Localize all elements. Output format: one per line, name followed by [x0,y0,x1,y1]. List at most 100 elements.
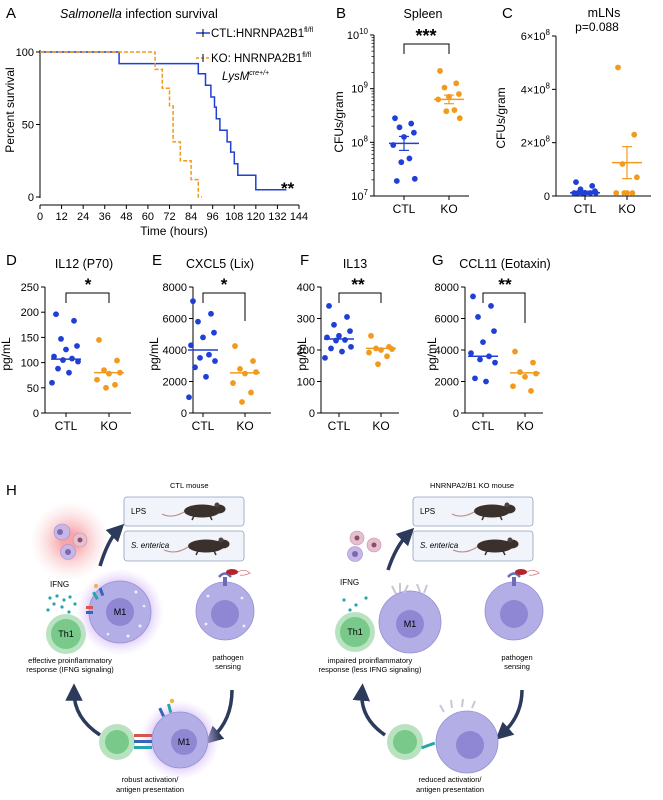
ccl11-title: CCL11 (Eotaxin) [459,257,550,271]
data-point-ctl [406,155,413,162]
ko-lps-box [412,496,534,527]
arrow-cycle-left-icon [352,683,387,737]
ctl-caption-right-1: pathogen [212,653,243,662]
y-tick-label: 109 [351,81,368,96]
tlr-receptor-icon [218,572,232,586]
data-point-ctl [331,321,337,328]
ctl-title: CTL mouse [170,481,209,490]
data-point-ko [517,369,523,375]
data-point-ctl [336,332,342,339]
y-tick-label: 8000 [435,282,459,294]
cxcl5-points [186,298,260,405]
x-tick-label: 12 [55,211,67,223]
data-point-ctl [75,358,81,365]
ctl-caption-bottom-2: antigen presentation [116,785,184,794]
data-point-ko [242,370,248,377]
panel-label-c: C [502,5,513,22]
y-tick-label: 150 [21,332,39,344]
y-tick-label: 100 [297,377,315,389]
data-point-ko [451,107,458,114]
spleen-points [389,68,464,184]
y-tick-exp: 7 [364,188,369,197]
data-point-ko [615,64,621,71]
ctl-lps-box [123,496,245,527]
y-tick-label: 108 [351,134,368,149]
data-point-ctl [60,357,66,363]
data-point-ctl [212,358,218,364]
y-tick-label: 2×108 [521,135,551,150]
th1-nucleus-icon [105,730,129,754]
y-tick-label: 8000 [163,282,187,294]
data-point-ko [437,68,443,74]
th1-nucleus-icon [340,617,370,647]
y-tick-base: 10 [351,137,363,149]
data-point-ctl [74,343,80,349]
data-point-ctl [322,354,328,361]
y-tick-label: 400 [297,282,315,294]
data-point-ctl [573,179,579,186]
x-tick-label: 132 [268,211,286,223]
immune-cells-icon [53,523,88,560]
x-tick-label: CTL [55,419,78,433]
data-point-ctl [55,365,61,372]
y-tick-label: 0 [181,408,187,420]
arrow-cycle-right-icon [495,689,524,740]
data-point-ko [384,353,390,360]
data-point-ko [634,174,640,181]
legend-ko-cre: cre+/+ [249,70,269,77]
y-tick-base: 10 [351,84,363,96]
survival-curve-ctl [40,51,287,191]
data-point-ko [248,389,254,396]
survival-y-label: Percent survival [3,67,17,152]
data-point-ko [250,358,256,364]
survival-legend: CTL:HNRNPA2B1fl/fl KO: HNRNPA2B1fl/fl Ly… [196,27,313,83]
il12-axes: 0 50 100 150 200 250 CTL KO [21,282,131,433]
data-point-ko [101,367,107,374]
data-point-ctl [480,339,486,346]
x-tick-label: CTL [574,202,597,216]
y-tick-label: 50 [22,120,34,132]
ctl-caption-bottom-1: robust activation/ [122,775,180,784]
x-tick-label: KO [372,419,389,433]
il13-points [322,303,396,368]
data-point-ctl [200,334,206,341]
macrophage-nucleus-icon [456,731,484,759]
survival-axes: 0 12 24 36 48 60 72 84 96 108 120 132 144 0 50 100 [16,47,309,223]
surface-marker-icon [204,594,246,628]
y-tick-label: 2000 [163,377,187,389]
y-tick-label: 6000 [435,314,459,326]
panel-label-a: A [6,5,16,22]
ccl11-points [468,293,540,394]
arrow-up-icon [98,523,125,567]
data-point-ko [528,388,534,394]
mlns-title: mLNs [588,6,621,20]
data-point-ko [443,108,450,115]
data-point-ctl [58,336,64,342]
y-tick-label: 107 [351,188,368,203]
data-point-ctl [411,175,418,182]
x-tick-label: 24 [77,211,89,223]
spleen-title: Spleen [404,7,443,21]
ctl-caption-left-1: effective proinflammatory [28,656,112,665]
data-point-ctl [475,314,481,320]
ccl11-chart: CCL11 (Eotaxin) 0 2000 4000 6000 8000 CTL KO p… [425,257,551,433]
legend-ctl-text: CTL:HNRNPA2B1fl/fl [211,27,313,40]
y-tick-exp: 10 [359,27,368,36]
y-tick-exp: 8 [546,81,551,90]
data-point-ko [456,91,462,97]
th1-nucleus-icon [393,730,417,754]
x-tick-label: CTL [192,419,215,433]
y-tick-label: 0 [453,408,459,420]
data-point-ctl [393,178,400,184]
x-tick-label: 36 [99,211,111,223]
ctl-schematic: CTL mouse LPS S. enterica [26,481,255,794]
ifng-dots-icon [46,594,77,614]
data-point-ctl [66,369,72,376]
immune-cells-icon [347,530,382,562]
x-tick-label: CTL [328,419,351,433]
x-tick-label: KO [236,419,253,433]
m1-nucleus-icon [396,610,424,638]
data-point-ko [613,190,620,196]
